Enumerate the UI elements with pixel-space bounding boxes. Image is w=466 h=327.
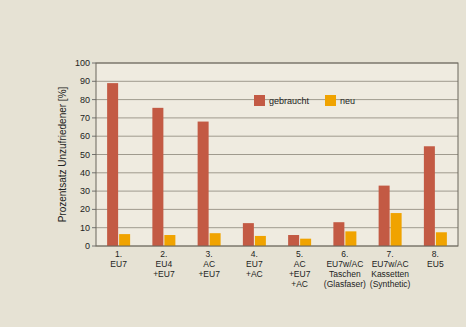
tick-label: 70 [80, 113, 90, 123]
legend-swatch [254, 95, 265, 106]
tick [92, 136, 96, 137]
bar [391, 213, 402, 246]
grid-line [96, 117, 458, 118]
category-label: 6.EU7w/ACTaschen(Glasfaser) [324, 249, 366, 289]
bar [436, 232, 447, 246]
grid-line [96, 209, 458, 210]
tick [92, 246, 96, 247]
category-label: 8.EU5 [427, 249, 444, 269]
bar [243, 223, 254, 246]
tick [92, 191, 96, 192]
chart: 0 10 20 30 40 50 60 70 80 90 100 Prozentsatz Unzufr… [0, 0, 466, 327]
legend-label: neu [340, 96, 355, 106]
tick [92, 117, 96, 118]
tick-label: 0 [85, 241, 90, 251]
category-label: 2.EU4+EU7 [153, 249, 175, 279]
tick-label: 20 [80, 204, 90, 214]
grid-line [96, 136, 458, 137]
tick [92, 227, 96, 228]
category-label: 4.EU7+AC [246, 249, 263, 279]
bar [164, 235, 175, 246]
tick [92, 63, 96, 64]
tick-label: 90 [80, 76, 90, 86]
bar [198, 122, 209, 246]
grid-line [96, 227, 458, 228]
tick-label: 40 [80, 168, 90, 178]
tick [92, 154, 96, 155]
bar [210, 233, 221, 246]
bar [300, 239, 311, 246]
category-label: 1.EU7 [110, 249, 127, 269]
plot-area [96, 63, 458, 246]
tick-label: 30 [80, 186, 90, 196]
bar [255, 236, 266, 246]
grid-line [96, 81, 458, 82]
category-label: 3.AC+EU7 [198, 249, 220, 279]
legend-label: gebraucht [269, 96, 310, 106]
tick [92, 81, 96, 82]
category-label: 7.EU7w/ACKassetten(Synthetic) [370, 249, 411, 289]
bar [333, 222, 344, 246]
bar [345, 231, 356, 246]
plot-frame [96, 63, 458, 246]
bar [152, 108, 163, 246]
bar [107, 83, 118, 246]
grid-line [96, 154, 458, 155]
tick-label: 10 [80, 223, 90, 233]
tick-label: 80 [80, 95, 90, 105]
tick-label: 100 [75, 58, 90, 68]
tick-label: 60 [80, 131, 90, 141]
bar [424, 146, 435, 246]
axis-title: Prozentsatz Unzufriedener [%] [57, 86, 68, 222]
bar [379, 186, 390, 246]
tick [92, 209, 96, 210]
bar [288, 235, 299, 246]
background [0, 0, 466, 327]
tick-label: 50 [80, 150, 90, 160]
bars [107, 83, 447, 246]
legend-swatch [325, 95, 336, 106]
grid-line [96, 191, 458, 192]
grid-line [96, 172, 458, 173]
bar [119, 234, 130, 246]
category-label: 5.AC+EU7+AC [289, 249, 311, 289]
tick [92, 99, 96, 100]
tick [92, 172, 96, 173]
